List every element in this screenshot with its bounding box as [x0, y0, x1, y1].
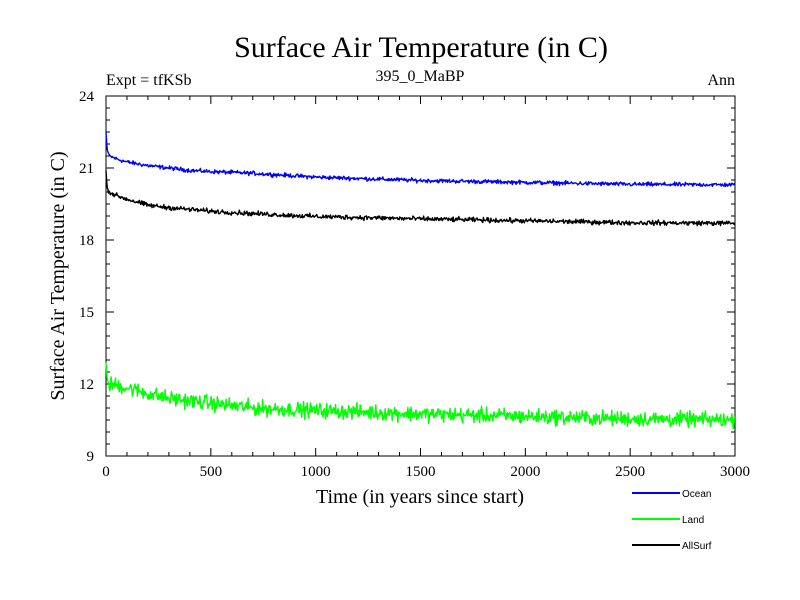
series-line-ocean	[105, 131, 736, 188]
y-tick-label: 24	[79, 89, 95, 105]
minor-ticks	[105, 95, 736, 457]
y-tick-label: 21	[79, 161, 94, 177]
x-tick-labels: 0 500 1000 1500 2000 2500 3000	[102, 464, 750, 480]
series-line-land	[105, 362, 736, 430]
series-line-allsurf	[105, 170, 736, 227]
y-tick-label: 15	[79, 305, 94, 321]
y-axis-label: Surface Air Temperature (in C)	[47, 151, 69, 400]
legend-label-allsurf: AllSurf	[682, 541, 712, 552]
x-tick-label: 3000	[720, 464, 750, 480]
x-tick-label: 1500	[406, 464, 436, 480]
series-lines	[105, 131, 736, 430]
plot-area: 9 12 15 18 21 24 0 500 1000 1500 2000 2500 3000	[79, 89, 750, 480]
period-label: 395_0_MaBP	[376, 68, 465, 85]
y-tick-labels: 9 12 15 18 21 24	[79, 89, 95, 465]
chart-title: Surface Air Temperature (in C)	[234, 31, 608, 64]
season-label: Ann	[707, 72, 735, 89]
legend-label-land: Land	[682, 515, 704, 526]
x-tick-label: 0	[102, 464, 110, 480]
y-tick-label: 9	[87, 449, 95, 465]
x-tick-label: 1000	[301, 464, 331, 480]
experiment-label: Expt = tfKSb	[106, 72, 191, 89]
y-tick-label: 18	[79, 233, 94, 249]
x-axis-label: Time (in years since start)	[316, 486, 524, 508]
x-tick-label: 500	[200, 464, 223, 480]
y-tick-label: 12	[79, 377, 94, 393]
legend: Ocean Land AllSurf	[632, 489, 712, 552]
x-tick-label: 2500	[615, 464, 645, 480]
x-tick-label: 2000	[510, 464, 540, 480]
legend-label-ocean: Ocean	[682, 489, 711, 500]
